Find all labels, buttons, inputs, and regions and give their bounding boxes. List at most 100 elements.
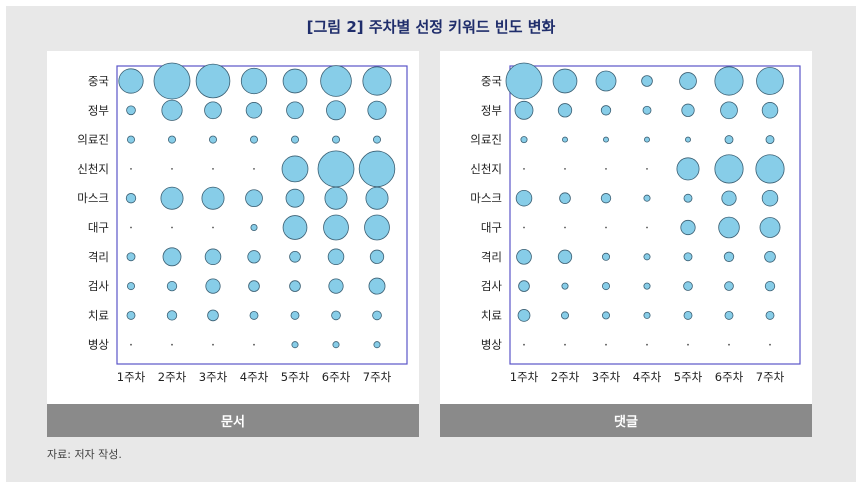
x-tick-label: 1주차 bbox=[117, 370, 146, 384]
y-tick-label: 신천지 bbox=[470, 162, 502, 176]
bubble-mark bbox=[514, 100, 534, 120]
bubble-mark bbox=[171, 226, 173, 229]
bubble-mark bbox=[249, 310, 259, 320]
bubble-mark bbox=[323, 214, 349, 241]
bubble-mark bbox=[721, 190, 737, 206]
bubble-mark bbox=[247, 250, 261, 264]
bubble-mark bbox=[683, 193, 693, 203]
bubble-mark bbox=[248, 280, 260, 292]
y-tick-label: 대구 bbox=[481, 221, 502, 235]
bubble-mark bbox=[358, 150, 396, 188]
bubble-mark bbox=[523, 343, 525, 346]
bubble-mark bbox=[281, 155, 309, 183]
bubble-mark bbox=[162, 247, 182, 267]
bubble-mark bbox=[195, 63, 231, 99]
bubble-mark bbox=[685, 136, 691, 143]
bubble-mark bbox=[728, 343, 730, 346]
bubble-mark bbox=[250, 223, 258, 232]
bubble-mark bbox=[126, 252, 136, 262]
bubble-mark bbox=[372, 135, 381, 144]
bubble-mark bbox=[368, 277, 386, 295]
y-tick-label: 병상 bbox=[88, 338, 110, 352]
bubble-mark bbox=[561, 282, 569, 290]
bubble-mark bbox=[369, 249, 385, 264]
bubble-mark bbox=[127, 282, 136, 291]
bubble-mark bbox=[364, 214, 390, 241]
bubble-mark bbox=[765, 135, 775, 145]
bubble-mark bbox=[130, 226, 132, 229]
bubble-mark bbox=[646, 168, 648, 170]
bubble-mark bbox=[520, 136, 528, 144]
y-tick-label: 의료진 bbox=[470, 133, 502, 147]
x-tick-label: 5주차 bbox=[674, 370, 703, 384]
bubble-mark bbox=[764, 251, 776, 263]
bubble-mark bbox=[327, 248, 345, 266]
bubble-mark bbox=[552, 68, 578, 94]
bubble-mark bbox=[720, 101, 738, 120]
bubble-mark bbox=[765, 310, 775, 320]
y-tick-label: 마스크 bbox=[470, 191, 502, 205]
figure-title: [그림 2] 주차별 선정 키워드 빈도 변화 bbox=[306, 18, 556, 36]
bubble-mark bbox=[724, 135, 734, 145]
panel-footer-documents: 문서 bbox=[47, 404, 419, 437]
bubble-mark bbox=[646, 343, 648, 346]
bubble-mark bbox=[126, 310, 136, 320]
bubble-mark bbox=[559, 192, 571, 205]
y-tick-label: 정부 bbox=[88, 103, 109, 117]
bubble-mark bbox=[523, 226, 525, 229]
bubble-mark bbox=[517, 309, 531, 322]
bubble-mark bbox=[603, 136, 609, 143]
y-tick-label: 마스크 bbox=[77, 191, 109, 205]
bubble-mark bbox=[646, 226, 648, 229]
bubble-mark bbox=[245, 102, 263, 119]
x-tick-label: 7주차 bbox=[363, 370, 392, 384]
x-tick-label: 2주차 bbox=[551, 370, 580, 384]
x-tick-label: 6주차 bbox=[715, 370, 744, 384]
bubble-mark bbox=[282, 68, 308, 94]
bubble-mark bbox=[125, 193, 137, 204]
bubble-mark bbox=[367, 100, 387, 120]
panel-documents: 중국 정부 의료진 신천지 마스크 대구 격리 검사 치료 병상 1주차 2주차 3주차 4주차 5주차 6주… bbox=[47, 51, 419, 437]
bubble-mark bbox=[201, 186, 225, 210]
bubble-mark bbox=[212, 343, 214, 346]
bubble-mark bbox=[208, 135, 217, 144]
x-tick-label: 4주차 bbox=[240, 370, 269, 384]
y-tick-label: 격리 bbox=[481, 250, 502, 264]
bubble-mark bbox=[326, 100, 346, 121]
bubble-mark bbox=[160, 186, 184, 210]
bubble-mark bbox=[286, 101, 304, 120]
x-tick-label: 5주차 bbox=[281, 370, 310, 384]
bubble-mark bbox=[207, 309, 219, 322]
bubble-mark bbox=[130, 168, 132, 170]
bubble-mark bbox=[289, 251, 301, 263]
bubble-mark bbox=[290, 310, 300, 320]
bubble-mark bbox=[516, 248, 532, 265]
bubble-mark bbox=[761, 102, 779, 119]
bubble-mark bbox=[714, 154, 744, 184]
bubble-mark bbox=[683, 252, 693, 262]
bubble-mark bbox=[679, 72, 697, 90]
bubble-mark bbox=[523, 168, 525, 170]
bubble-mark bbox=[127, 135, 136, 144]
bubble-mark bbox=[564, 226, 566, 229]
bubble-mark bbox=[642, 105, 652, 115]
bubble-mark bbox=[253, 168, 255, 170]
x-tick-label: 3주차 bbox=[592, 370, 621, 384]
bubble-mark bbox=[153, 62, 191, 100]
bubble-mark bbox=[681, 103, 695, 117]
bubble-mark bbox=[166, 310, 178, 321]
y-tick-label: 치료 bbox=[481, 308, 502, 322]
bubble-mark bbox=[643, 194, 651, 202]
bubble-mark bbox=[518, 280, 530, 292]
bubble-mark bbox=[362, 66, 392, 96]
bubble-mark bbox=[687, 343, 689, 346]
bubble-mark bbox=[240, 67, 268, 95]
bubble-mark bbox=[161, 99, 183, 121]
bubble-mark bbox=[561, 311, 570, 320]
y-tick-label: 중국 bbox=[481, 74, 502, 88]
y-tick-label: 검사 bbox=[88, 279, 110, 293]
bubble-mark bbox=[253, 343, 255, 346]
x-tick-label: 3주차 bbox=[199, 370, 228, 384]
bubble-mark bbox=[724, 281, 734, 291]
